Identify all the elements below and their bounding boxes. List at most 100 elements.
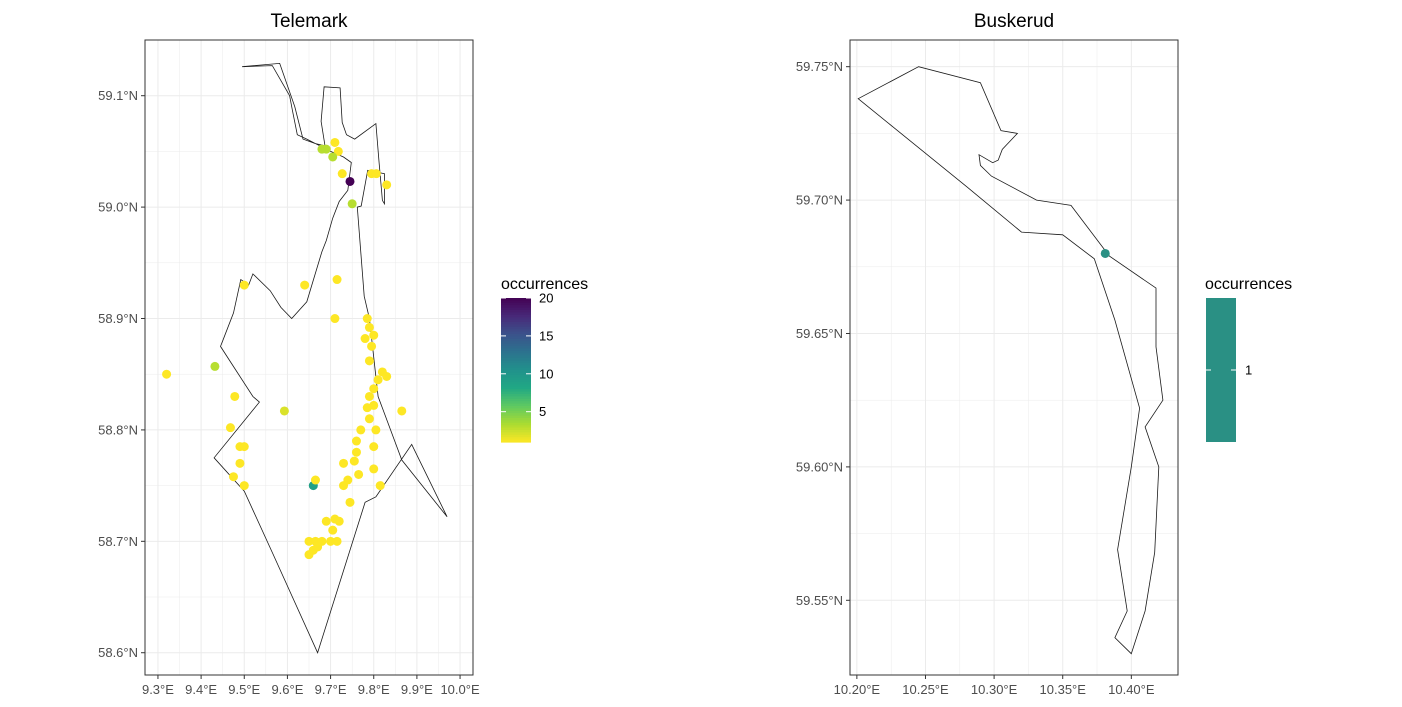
- data-point: [304, 536, 314, 546]
- legend-colorbar-segment: [501, 403, 531, 407]
- data-point: [332, 536, 342, 546]
- legend-colorbar-segment: [501, 427, 531, 431]
- legend-colorbar-segment: [501, 408, 531, 412]
- panel-buskerud: Buskerud 10.20°E 10.25°E 10.30°E 10.35°E 10.4…: [796, 11, 1292, 697]
- data-point: [304, 550, 314, 560]
- y-tick-label: 58.9°N: [98, 311, 138, 326]
- data-point: [321, 516, 331, 526]
- legend-colorbar-segment: [501, 401, 531, 405]
- data-point: [373, 375, 383, 385]
- data-point: [279, 406, 289, 416]
- legend-colorbar-segment: [501, 415, 531, 419]
- legend-colorbar-segment: [501, 434, 531, 438]
- data-point: [239, 481, 249, 491]
- gridlines: [850, 40, 1178, 675]
- data-point: [235, 458, 245, 468]
- data-point: [330, 137, 340, 147]
- data-point: [230, 391, 240, 401]
- data-point: [362, 314, 372, 324]
- data-point: [360, 334, 370, 344]
- region-outline: [857, 66, 1164, 655]
- legend-colorbar-segment: [501, 374, 531, 378]
- x-tick-label: 9.6°E: [271, 682, 303, 697]
- chart-title: Buskerud: [974, 11, 1054, 32]
- legend-colorbar-segment: [501, 394, 531, 397]
- data-point: [337, 169, 347, 179]
- y-tick-label: 58.6°N: [98, 645, 138, 660]
- legend-colorbar-segment: [501, 350, 531, 354]
- legend: occurrences 5 10 15 20: [501, 276, 588, 443]
- legend-colorbar-segment: [501, 420, 531, 424]
- legend-colorbar-segment: [501, 317, 531, 321]
- data-point: [326, 536, 336, 546]
- legend-colorbar-segment: [501, 432, 531, 436]
- y-tick-label: 58.7°N: [98, 534, 138, 549]
- legend-colorbar-segment: [501, 310, 531, 313]
- legend-colorbar-segment: [501, 355, 531, 359]
- data-point: [382, 180, 392, 190]
- legend-colorbar-segment: [501, 396, 531, 400]
- legend-colorbar-segment: [501, 379, 531, 383]
- data-point: [210, 361, 220, 371]
- data-point: [351, 436, 361, 446]
- x-tick-label: 10.35°E: [1040, 682, 1087, 697]
- y-tick-label: 59.60°N: [796, 459, 843, 474]
- chart-title: Telemark: [270, 11, 348, 32]
- legend-colorbar-segment: [501, 360, 531, 364]
- x-tick-label: 9.9°E: [401, 682, 433, 697]
- legend-colorbar-segment: [501, 305, 531, 309]
- legend-colorbar-segment: [501, 322, 531, 325]
- x-tick-label: 9.8°E: [358, 682, 390, 697]
- data-point: [397, 406, 407, 416]
- panel-border: [849, 39, 1179, 676]
- legend-tick-label: 15: [539, 328, 553, 343]
- legend-colorbar-segment: [501, 439, 531, 443]
- data-point: [382, 371, 392, 381]
- legend-colorbar-segment: [501, 391, 531, 395]
- legend-colorbar-segment: [501, 372, 531, 376]
- legend-title: occurrences: [1205, 276, 1292, 293]
- region-outline: [213, 62, 448, 654]
- panel-border: [144, 39, 474, 676]
- y-tick-label: 59.70°N: [796, 193, 843, 208]
- x-tick-label: 9.5°E: [228, 682, 260, 697]
- data-point: [339, 481, 349, 491]
- data-point: [225, 423, 235, 433]
- legend-colorbar-segment: [501, 377, 531, 381]
- x-tick-label: 10.20°E: [834, 682, 881, 697]
- legend-colorbar-segment: [501, 298, 531, 301]
- legend-colorbar-segment: [501, 413, 531, 417]
- legend-colorbar-segment: [501, 362, 531, 366]
- data-point: [321, 144, 331, 154]
- data-point: [362, 403, 372, 413]
- legend-colorbar-segment: [501, 365, 531, 369]
- data-point: [371, 425, 381, 435]
- x-tick-label: 9.7°E: [315, 682, 347, 697]
- legend-colorbar-segment: [501, 307, 531, 311]
- data-point: [369, 464, 379, 474]
- data-point: [228, 472, 238, 482]
- data-point: [364, 356, 374, 366]
- legend-colorbar-segment: [501, 319, 531, 323]
- legend-colorbar-segment: [501, 348, 531, 352]
- data-point: [375, 481, 385, 491]
- legend-colorbar-segment: [501, 353, 531, 357]
- y-tick-label: 59.65°N: [796, 326, 843, 341]
- data-point: [328, 152, 338, 162]
- data-point: [345, 497, 355, 507]
- data-point: [1100, 248, 1110, 258]
- legend-colorbar-segment: [501, 430, 531, 433]
- legend-colorbar-segment: [501, 384, 531, 388]
- data-point: [328, 525, 338, 535]
- legend-colorbar-segment: [501, 329, 531, 333]
- legend-colorbar-segment: [501, 336, 531, 340]
- legend-colorbar-segment: [501, 343, 531, 347]
- legend-colorbar-segment: [501, 367, 531, 371]
- legend-colorbar-segment: [501, 386, 531, 390]
- data-point: [351, 447, 361, 457]
- data-point: [332, 275, 342, 285]
- data-point: [367, 341, 377, 351]
- legend-colorbar-segment: [501, 422, 531, 426]
- legend-colorbar-segment: [501, 425, 531, 429]
